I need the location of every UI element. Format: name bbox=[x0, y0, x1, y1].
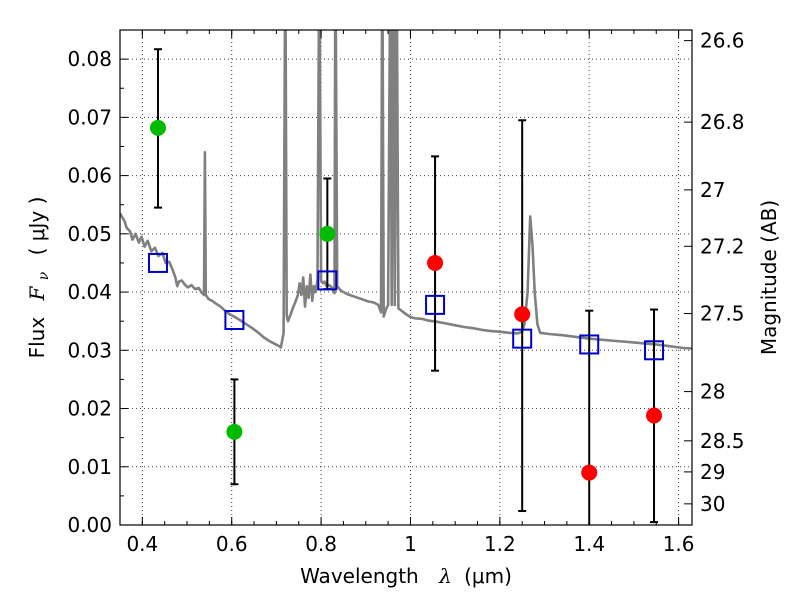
model-point-square bbox=[644, 340, 665, 361]
model-spectrum-line bbox=[120, 30, 692, 350]
data-point-circle bbox=[319, 225, 336, 242]
x-tick-label: 0.8 bbox=[305, 532, 337, 556]
right-tick-label: 28.5 bbox=[700, 429, 745, 453]
y-tick-label: 0.02 bbox=[67, 397, 112, 421]
y-axis-title: Flux F ν ( μJy ) bbox=[25, 197, 53, 359]
model-point-square bbox=[512, 328, 533, 349]
data-point-circle bbox=[646, 407, 663, 424]
x-tick-label: 0.6 bbox=[216, 532, 248, 556]
y-axis-label: Flux bbox=[25, 317, 49, 359]
right-tick-label: 28 bbox=[700, 380, 725, 404]
x-tick-label: 1 bbox=[404, 532, 417, 556]
x-axis-label: Wavelength bbox=[300, 564, 419, 588]
x-axis-title: Wavelength λ (μm) bbox=[300, 564, 512, 588]
y-tick-label: 0.05 bbox=[67, 222, 112, 246]
y-tick-label: 0.04 bbox=[67, 280, 112, 304]
y-axis-symbol-sub: ν bbox=[36, 271, 52, 280]
model-point-square bbox=[317, 270, 338, 291]
right-tick-label: 27 bbox=[700, 178, 725, 202]
axis-ticks: 0.4 0.6 0.8 1 1.2 1.4 1.6 0.00 0.01 0.02 0.03 0.04 0… bbox=[67, 29, 744, 556]
model-point-square bbox=[224, 310, 245, 331]
right-axis-title: Magnitude (AB) bbox=[757, 200, 781, 355]
model-point-square bbox=[579, 334, 600, 355]
right-tick-label: 26.8 bbox=[700, 110, 745, 134]
data-point-circle bbox=[581, 464, 598, 481]
x-axis-symbol: λ bbox=[438, 564, 452, 588]
y-tick-label: 0.08 bbox=[67, 47, 112, 71]
y-tick-label: 0.06 bbox=[67, 164, 112, 188]
data-point-circle bbox=[514, 306, 531, 323]
data-point-circle bbox=[427, 254, 444, 271]
right-tick-label: 30 bbox=[700, 492, 725, 516]
x-tick-label: 1.6 bbox=[663, 532, 695, 556]
y-tick-label: 0.03 bbox=[67, 338, 112, 362]
model-point-square bbox=[147, 252, 168, 273]
x-tick-label: 0.4 bbox=[126, 532, 158, 556]
y-tick-label: 0.07 bbox=[67, 105, 112, 129]
plot-content bbox=[120, 30, 692, 525]
x-tick-label: 1.2 bbox=[484, 532, 516, 556]
y-axis-unit: ( μJy ) bbox=[25, 197, 49, 256]
model-point-square bbox=[425, 294, 446, 315]
data-point-circle bbox=[149, 119, 166, 136]
y-tick-label: 0.00 bbox=[67, 513, 112, 537]
right-tick-label: 27.2 bbox=[700, 234, 745, 258]
right-tick-label: 27.5 bbox=[700, 302, 745, 326]
plot-frame bbox=[119, 29, 693, 526]
right-tick-label: 26.6 bbox=[700, 29, 745, 53]
right-tick-label: 29 bbox=[700, 460, 725, 484]
y-tick-label: 0.01 bbox=[67, 455, 112, 479]
y-axis-symbol: F bbox=[25, 285, 49, 301]
x-axis-unit: (μm) bbox=[464, 564, 512, 588]
x-tick-label: 1.4 bbox=[573, 532, 605, 556]
data-point-circle bbox=[226, 423, 243, 440]
